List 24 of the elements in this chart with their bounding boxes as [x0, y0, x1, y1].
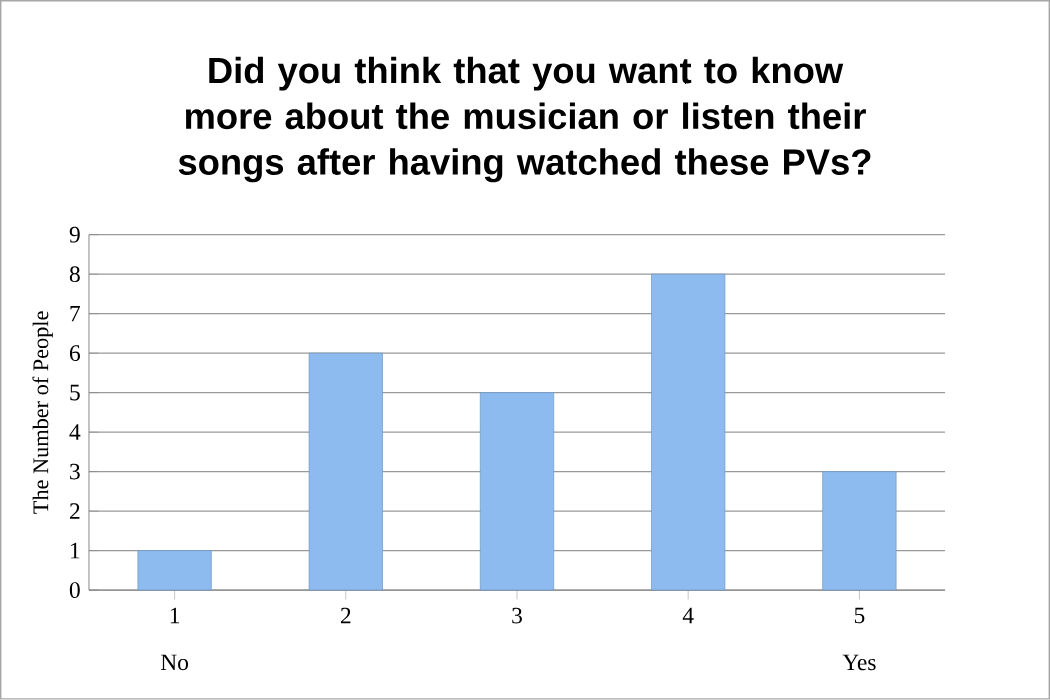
- bar: [822, 471, 897, 591]
- y-axis-title: The Number of People: [32, 311, 53, 514]
- y-tick-label: 9: [69, 227, 80, 243]
- x-tick-label: 4: [682, 607, 694, 624]
- bar: [137, 550, 212, 591]
- x-tick-label: 3: [512, 607, 522, 624]
- chart-title: Did you think that you want to know more about the musician or listen their songs after having watched these PVs?: [178, 56, 871, 183]
- y-tick-label: 6: [69, 345, 81, 362]
- x-tick-label: 1: [170, 607, 180, 624]
- y-tick-label: 3: [70, 463, 80, 480]
- y-tick-label: 8: [69, 266, 80, 283]
- y-tick-label: 7: [70, 306, 81, 322]
- y-tick-label: 0: [69, 582, 80, 599]
- bar: [308, 353, 383, 591]
- y-tick-label: 2: [70, 503, 80, 520]
- bar: [651, 274, 726, 591]
- text: Yes: [842, 654, 876, 671]
- x-tick-label: 2: [340, 607, 351, 624]
- text: No: [160, 654, 189, 671]
- bar: [479, 392, 555, 591]
- y-tick-label: 4: [69, 424, 81, 441]
- y-tick-label: 5: [70, 385, 80, 401]
- x-tick-label: 5: [854, 607, 865, 624]
- y-tick-label: 1: [71, 543, 80, 559]
